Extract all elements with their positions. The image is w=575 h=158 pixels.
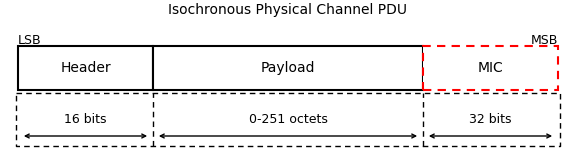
Bar (423, 46, 558, 90)
Text: Isochronous Physical Channel PDU: Isochronous Physical Channel PDU (168, 3, 407, 17)
Text: 16 bits: 16 bits (64, 113, 107, 126)
Text: MIC: MIC (478, 61, 503, 75)
Text: 0-251 octets: 0-251 octets (248, 113, 327, 126)
Bar (18, 46, 153, 90)
Text: LSB: LSB (18, 33, 41, 46)
Text: MSB: MSB (531, 33, 558, 46)
Bar (153, 46, 423, 90)
Text: Header: Header (60, 61, 111, 75)
Text: 32 bits: 32 bits (469, 113, 512, 126)
Text: Payload: Payload (260, 61, 315, 75)
